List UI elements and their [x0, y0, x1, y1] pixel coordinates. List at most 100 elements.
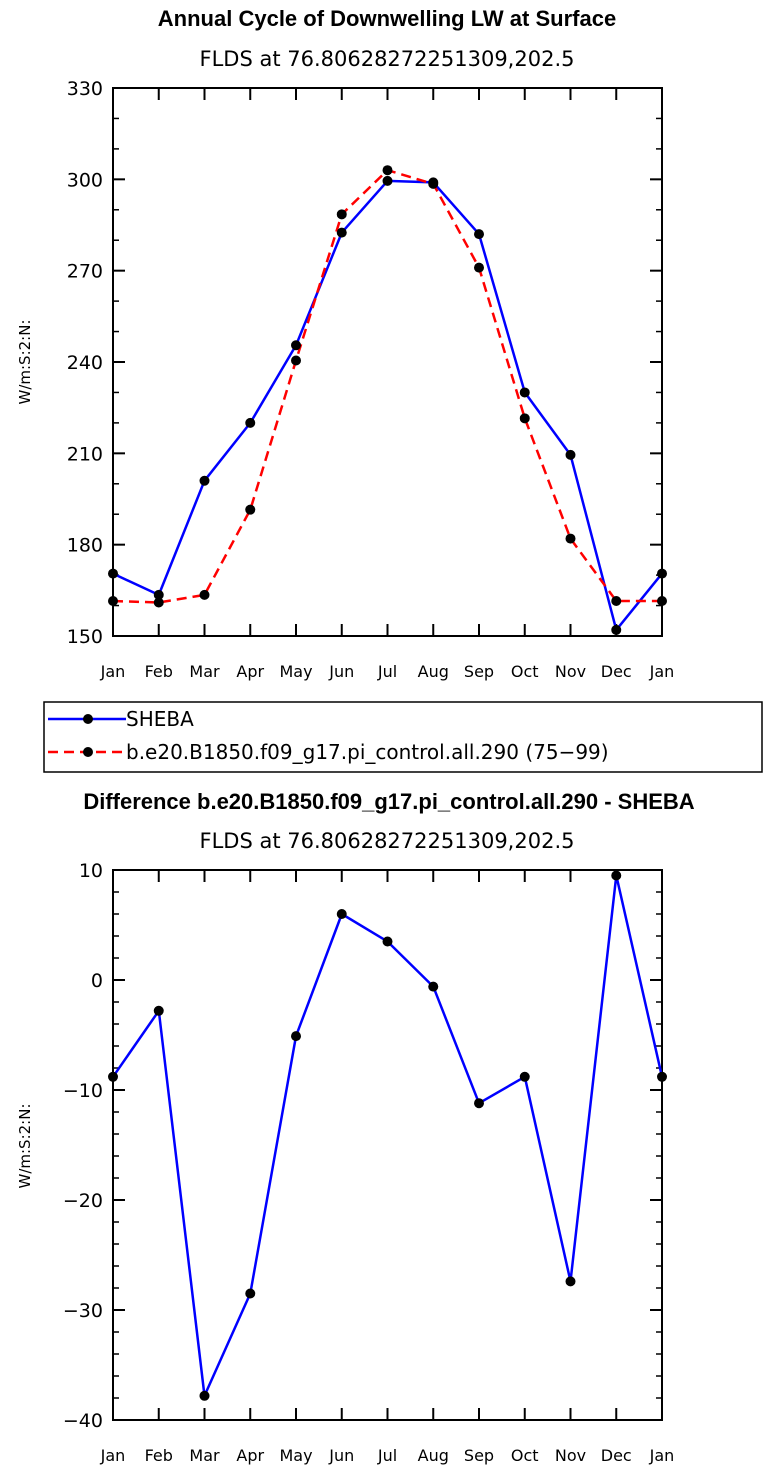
y-tick-label: 210 — [67, 443, 103, 465]
x-tick-label: May — [279, 662, 312, 681]
x-tick-label: Aug — [418, 1446, 449, 1465]
data-point — [565, 449, 576, 460]
data-point — [382, 936, 393, 947]
x-tick-label: Nov — [555, 662, 586, 681]
x-axis: Jan Feb Mar Apr May Jun Jul Aug Sep Oct Nov Dec Jan — [100, 88, 675, 681]
data-point — [199, 589, 210, 600]
data-point — [153, 589, 164, 600]
x-tick-label: Sep — [464, 662, 494, 681]
data-point — [108, 568, 118, 579]
data-point — [245, 417, 256, 428]
data-point — [245, 1288, 256, 1299]
x-tick-label: Oct — [511, 662, 539, 681]
x-tick-label: May — [279, 1446, 312, 1465]
data-point — [474, 229, 484, 240]
y-axis: 330 300 270 240 210 180 150 — [67, 78, 662, 648]
chart-title: Difference b.e20.B1850.f09_g17.pi_contro… — [83, 789, 694, 814]
plot-frame — [112, 869, 663, 1421]
x-tick-label: Jan — [100, 1446, 126, 1465]
data-point — [519, 413, 530, 424]
y-tick-label: −40 — [63, 1410, 103, 1432]
data-point — [611, 624, 622, 635]
y-tick-label: 270 — [67, 261, 103, 283]
x-tick-label: Jan — [649, 1446, 675, 1465]
data-point — [336, 209, 347, 220]
legend-label-model: b.e20.B1850.f09_g17.pi_control.all.290 (… — [126, 740, 609, 764]
y-tick-label: 330 — [67, 78, 103, 100]
x-tick-label: Apr — [236, 1446, 264, 1465]
x-tick-label: Jan — [649, 662, 675, 681]
x-tick-label: Jul — [377, 662, 397, 681]
data-point — [611, 595, 622, 606]
data-point — [428, 981, 439, 992]
x-tick-label: Sep — [464, 1446, 494, 1465]
x-tick-label: Feb — [145, 662, 173, 681]
x-tick-label: Apr — [236, 662, 264, 681]
x-tick-label: Jun — [328, 662, 354, 681]
y-tick-label: −20 — [63, 1190, 103, 1212]
data-point — [153, 1005, 164, 1016]
data-point — [474, 1098, 484, 1109]
data-point — [199, 475, 210, 486]
x-tick-label: Dec — [601, 1446, 632, 1465]
difference-chart: Difference b.e20.B1850.f09_g17.pi_contro… — [16, 789, 695, 1465]
data-point — [336, 909, 347, 919]
x-tick-label: Mar — [189, 662, 220, 681]
legend-box — [43, 701, 763, 773]
chart-subtitle: FLDS at 76.80628272251309,202.5 — [200, 47, 575, 71]
data-point — [657, 568, 667, 579]
y-tick-label: −30 — [63, 1300, 103, 1322]
x-tick-label: Dec — [601, 662, 632, 681]
x-tick-label: Feb — [145, 1446, 173, 1465]
data-point — [611, 870, 622, 881]
legend-label-sheba: SHEBA — [126, 707, 194, 731]
data-point — [565, 1276, 576, 1287]
x-tick-label: Jun — [328, 1446, 354, 1465]
data-point — [382, 165, 393, 176]
y-axis: 10 0 −10 −20 −30 −40 — [63, 860, 662, 1432]
y-tick-label: 240 — [67, 352, 103, 374]
series-group — [108, 165, 667, 635]
legend: SHEBA b.e20.B1850.f09_g17.pi_control.all… — [43, 701, 763, 773]
data-point — [519, 387, 530, 398]
x-tick-label: Jan — [100, 662, 126, 681]
data-point — [108, 1071, 118, 1082]
x-tick-label: Oct — [511, 1446, 539, 1465]
y-tick-label: 180 — [67, 535, 103, 557]
x-tick-label: Nov — [555, 1446, 586, 1465]
data-point — [519, 1071, 530, 1082]
data-point — [565, 533, 576, 544]
y-axis-label: W/m:S:2:N: — [16, 1104, 34, 1189]
x-tick-label: Mar — [189, 1446, 220, 1465]
data-point — [291, 355, 301, 366]
y-tick-label: 0 — [91, 970, 103, 992]
data-point — [245, 504, 256, 515]
chart-title: Annual Cycle of Downwelling LW at Surfac… — [158, 6, 616, 31]
y-tick-label: 10 — [79, 860, 103, 882]
y-tick-label: 150 — [67, 626, 103, 648]
annual-cycle-chart: Annual Cycle of Downwelling LW at Surfac… — [16, 6, 763, 773]
data-point — [474, 262, 484, 273]
data-point — [153, 597, 164, 608]
x-tick-label: Aug — [418, 662, 449, 681]
legend-marker-model — [83, 747, 93, 757]
y-tick-label: 300 — [67, 169, 103, 191]
data-point — [382, 175, 393, 186]
y-axis-label: W/m:S:2:N: — [16, 320, 34, 405]
x-tick-label: Jul — [377, 1446, 397, 1465]
legend-marker-sheba — [83, 714, 93, 724]
chart-subtitle: FLDS at 76.80628272251309,202.5 — [200, 829, 575, 853]
data-point — [291, 340, 301, 351]
y-tick-label: −10 — [63, 1080, 103, 1102]
data-point — [199, 1390, 210, 1401]
x-axis: Jan Feb Mar Apr May Jun Jul Aug Sep Oct Nov Dec Jan — [100, 870, 675, 1465]
data-point — [657, 595, 667, 606]
series-line-0 — [111, 874, 664, 1398]
series-line-1 — [112, 168, 662, 604]
data-point — [428, 178, 439, 189]
series-group — [108, 870, 667, 1401]
data-point — [657, 1071, 667, 1082]
data-point — [336, 227, 347, 238]
series-line-0 — [112, 179, 663, 632]
